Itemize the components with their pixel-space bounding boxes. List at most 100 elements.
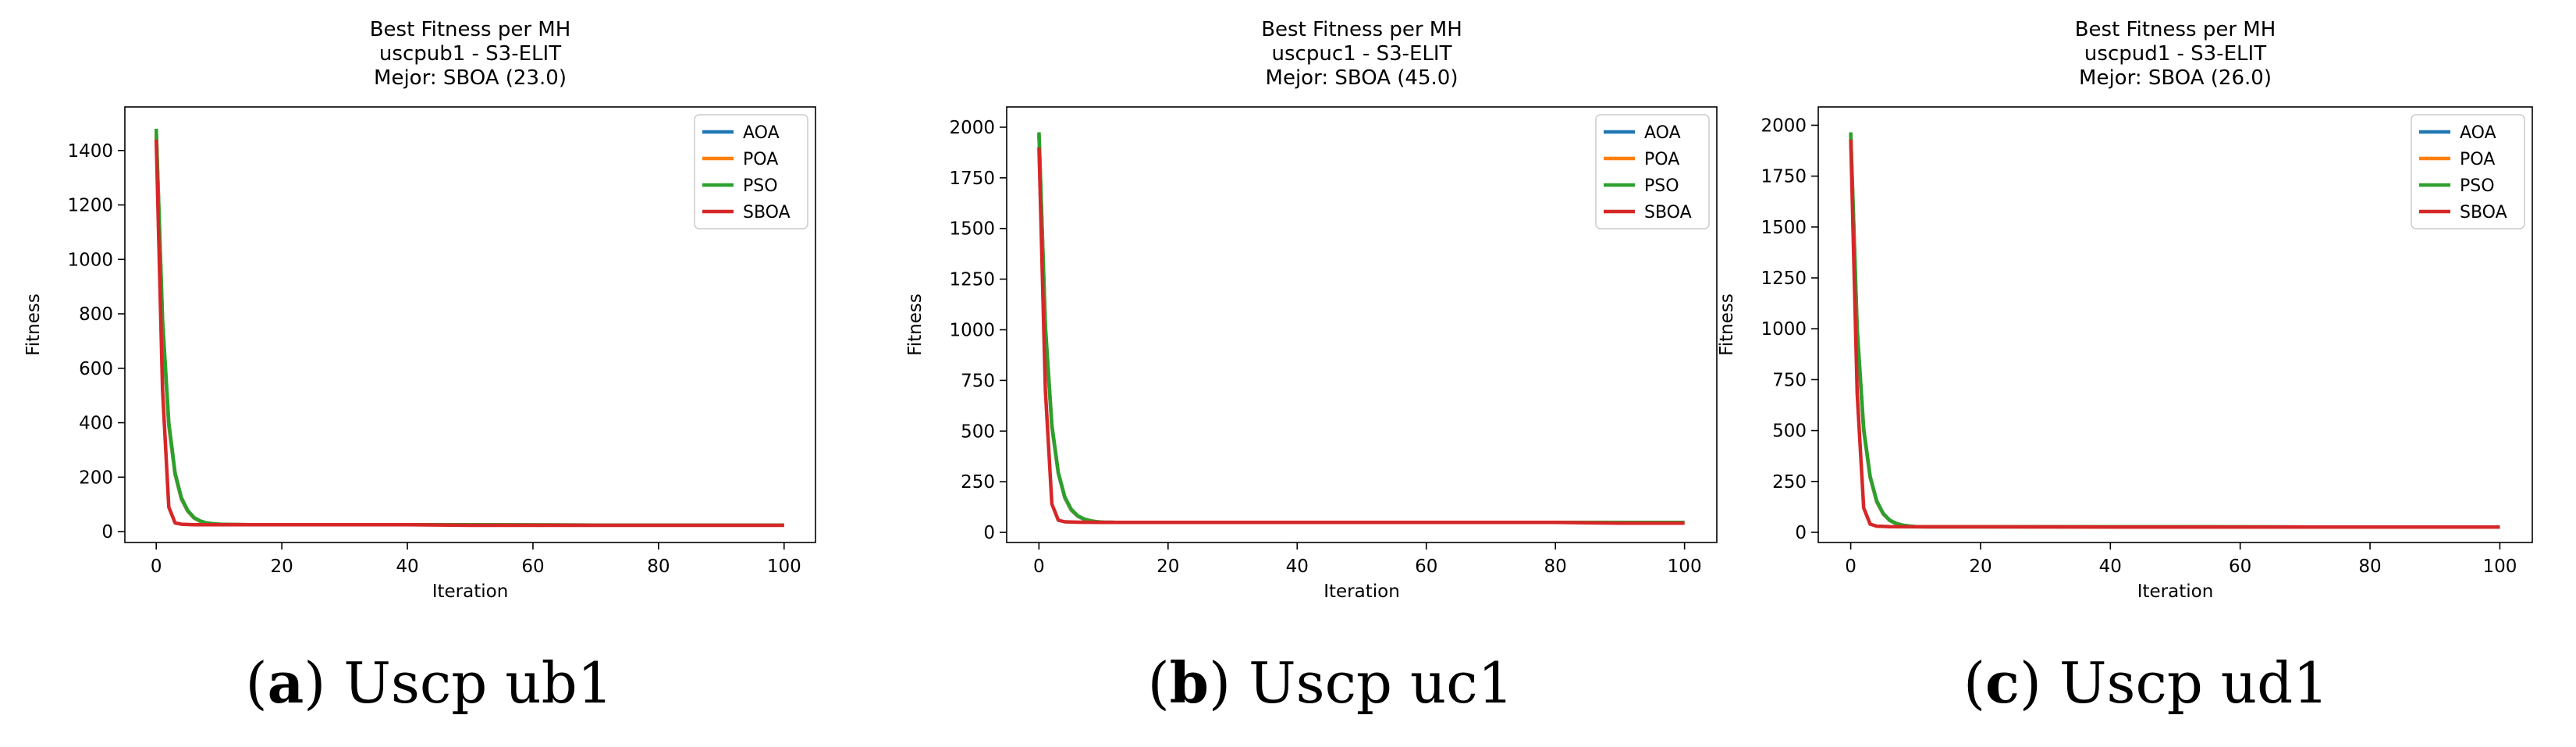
series-line-aoa <box>154 131 784 527</box>
x-tick-label: 100 <box>2482 557 2517 577</box>
legend-label: AOA <box>2460 123 2496 143</box>
x-tick-label: 20 <box>1969 557 1992 577</box>
caption-c: (c) Uscp ud1 <box>1717 649 2575 716</box>
plot-frame <box>124 106 816 543</box>
y-tick-label: 500 <box>1772 422 1807 442</box>
x-axis-label: Iteration <box>432 582 509 602</box>
x-tick-label: 60 <box>521 557 544 577</box>
legend-label: PSO <box>743 176 778 196</box>
y-tick-label: 1500 <box>949 219 995 240</box>
x-tick-label: 20 <box>270 557 293 577</box>
chart-title-line: Mejor: SBOA (45.0) <box>1266 66 1459 90</box>
series-line-pso <box>1849 132 2500 529</box>
legend-box <box>1595 114 1710 229</box>
x-tick-label: 0 <box>1033 557 1045 577</box>
chart-panel-c: Best Fitness per MH uscpud1 - S3-ELIT Mejo… <box>1717 0 2575 747</box>
y-tick-label: 1000 <box>949 320 995 340</box>
chart-title-line: uscpuc1 - S3-ELIT <box>1272 42 1452 66</box>
y-tick-label: 1750 <box>1761 167 1807 187</box>
y-tick-label: 2000 <box>1761 116 1807 136</box>
y-axis-label: Fitness <box>905 293 926 356</box>
x-tick-label: 80 <box>1544 557 1567 577</box>
legend-label: POA <box>743 150 778 169</box>
x-tick-label: 20 <box>1157 557 1179 577</box>
chart-title-line: uscpub1 - S3-ELIT <box>379 42 561 66</box>
legend-box <box>2411 114 2525 229</box>
y-tick-label: 0 <box>101 522 113 542</box>
caption-open: ( <box>1963 650 1986 716</box>
series-line-pso <box>154 128 784 527</box>
chart-panel-a: Best Fitness per MH uscpub1 - S3-ELIT Mejo… <box>0 0 858 747</box>
series-line-poa <box>1037 133 1685 525</box>
y-tick-label: 1000 <box>67 250 113 270</box>
chart-title-line: uscpud1 - S3-ELIT <box>2084 42 2266 66</box>
chart-title-line: Mejor: SBOA (26.0) <box>2079 66 2272 90</box>
chart-title-line: Best Fitness per MH <box>2075 18 2276 41</box>
plot-frame <box>1006 106 1718 543</box>
y-tick-label: 250 <box>961 472 995 493</box>
y-tick-label: 1200 <box>67 196 113 216</box>
chart-title-line: Best Fitness per MH <box>1261 18 1462 41</box>
y-tick-label: 1250 <box>949 270 995 290</box>
legend-label: AOA <box>1644 123 1681 143</box>
caption-close: ) <box>304 650 326 716</box>
series-line-poa <box>154 131 784 527</box>
y-tick-label: 1000 <box>1761 319 1807 340</box>
legend-label: SBOA <box>2460 203 2507 222</box>
x-tick-label: 40 <box>396 557 418 577</box>
series-line-sboa <box>154 139 784 528</box>
y-tick-label: 0 <box>983 523 995 543</box>
x-tick-label: 0 <box>151 557 162 577</box>
x-tick-label: 40 <box>2099 557 2122 577</box>
x-tick-label: 60 <box>1415 557 1437 577</box>
caption-text: Uscp uc1 <box>1231 650 1514 716</box>
legend-label: SBOA <box>743 203 791 222</box>
chart-title-line: Mejor: SBOA (23.0) <box>374 66 567 90</box>
x-axis-label: Iteration <box>1324 582 1400 602</box>
legend-label: POA <box>2460 150 2495 169</box>
legend-label: PSO <box>2460 176 2495 196</box>
series-line-poa <box>1849 134 2500 529</box>
series-line-aoa <box>1849 135 2500 529</box>
y-tick-label: 600 <box>79 359 113 379</box>
y-axis-label: Fitness <box>23 293 44 356</box>
x-axis-label: Iteration <box>2137 582 2214 602</box>
legend-label: AOA <box>743 123 780 143</box>
caption-letter: b <box>1169 649 1209 716</box>
y-tick-label: 800 <box>79 304 113 325</box>
x-tick-label: 60 <box>2229 557 2251 577</box>
caption-text: Uscp ud1 <box>2041 650 2329 716</box>
legend-box <box>694 114 808 229</box>
x-tick-label: 100 <box>1668 557 1702 577</box>
caption-close: ) <box>1209 650 1231 716</box>
y-tick-label: 0 <box>1795 523 1807 543</box>
series-line-sboa <box>1037 147 1685 525</box>
y-tick-label: 200 <box>79 468 113 488</box>
series-line-pso <box>1037 132 1685 525</box>
y-axis-label: Fitness <box>1717 293 1737 356</box>
caption-letter: c <box>1985 649 2020 716</box>
series-line-sboa <box>1849 139 2500 529</box>
y-tick-label: 400 <box>79 414 113 434</box>
x-tick-label: 0 <box>1845 557 1856 577</box>
caption-close: ) <box>2019 650 2041 716</box>
x-tick-label: 40 <box>1286 557 1309 577</box>
y-tick-label: 1250 <box>1761 269 1807 289</box>
caption-open: ( <box>245 650 268 716</box>
x-tick-label: 80 <box>647 557 670 577</box>
y-tick-label: 750 <box>961 371 995 391</box>
y-tick-label: 2000 <box>949 118 995 138</box>
caption-a: (a) Uscp ub1 <box>0 649 858 716</box>
chart-title-line: Best Fitness per MH <box>370 18 571 41</box>
y-tick-label: 750 <box>1772 370 1807 390</box>
x-tick-label: 100 <box>767 557 801 577</box>
series-line-aoa <box>1037 135 1685 525</box>
caption-letter: a <box>267 649 304 716</box>
y-tick-label: 1750 <box>949 169 995 189</box>
y-tick-label: 1400 <box>67 141 113 162</box>
y-tick-label: 500 <box>961 422 995 442</box>
plot-frame <box>1817 106 2533 543</box>
caption-b: (b) Uscp uc1 <box>901 649 1760 716</box>
